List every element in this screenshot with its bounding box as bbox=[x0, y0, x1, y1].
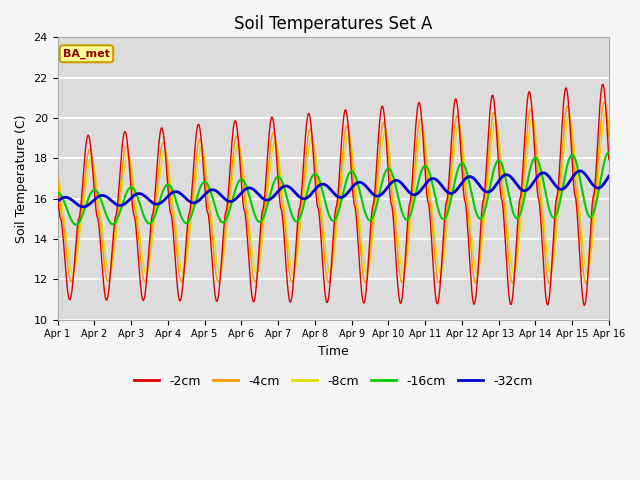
X-axis label: Time: Time bbox=[318, 345, 349, 358]
Text: BA_met: BA_met bbox=[63, 48, 110, 59]
Y-axis label: Soil Temperature (C): Soil Temperature (C) bbox=[15, 114, 28, 243]
Legend: -2cm, -4cm, -8cm, -16cm, -32cm: -2cm, -4cm, -8cm, -16cm, -32cm bbox=[129, 370, 538, 393]
Title: Soil Temperatures Set A: Soil Temperatures Set A bbox=[234, 15, 433, 33]
